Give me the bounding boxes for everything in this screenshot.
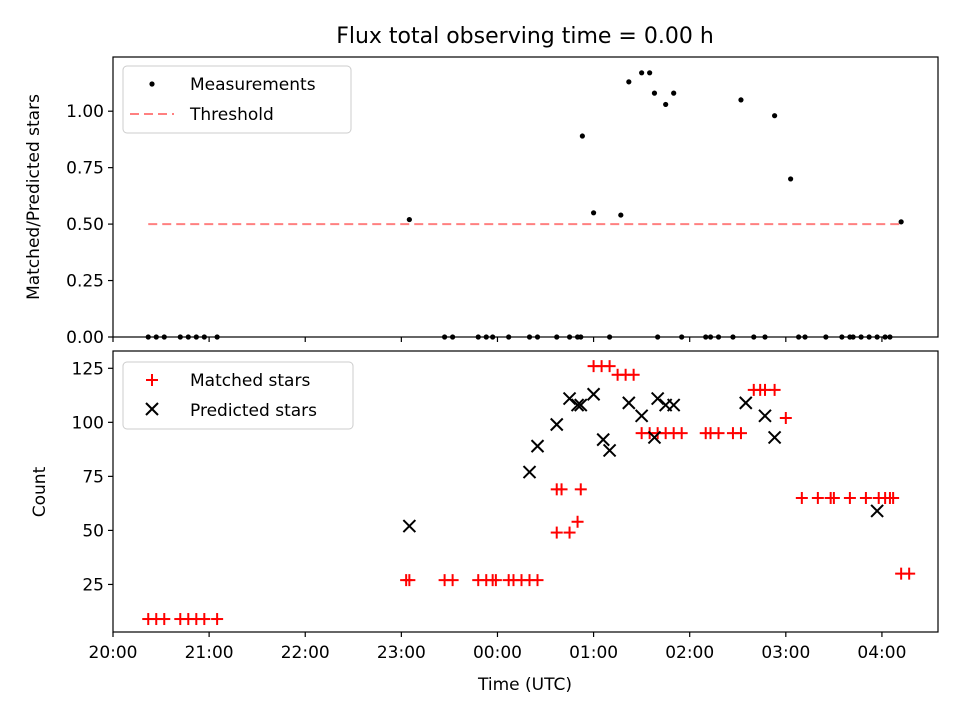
- bottom-y-axis-label: Count: [30, 466, 50, 517]
- legend-predicted-marker: [145, 402, 159, 416]
- predicted-star-point: [650, 391, 665, 406]
- top-y-tick-label: 0.25: [66, 272, 104, 292]
- legend-matched-label: Matched stars: [190, 371, 310, 391]
- matched-star-point: [859, 491, 872, 504]
- measurement-point: [406, 216, 412, 223]
- predicted-star-point: [530, 439, 545, 453]
- x-tick-label: 21:00: [185, 643, 234, 663]
- matched-star-point: [811, 491, 824, 504]
- matched-star-point: [563, 526, 576, 539]
- matched-star-point: [768, 383, 781, 396]
- matched-star-point: [603, 360, 616, 373]
- measurement-point: [590, 210, 597, 216]
- matched-star-point: [887, 491, 900, 504]
- top-y-tick-label: 1.00: [66, 102, 104, 122]
- predicted-star-point: [596, 432, 610, 447]
- bottom-panel: 25 50 75 100 125 20:00 21:00 22:00 23:00 00:00 01…: [30, 350, 939, 695]
- legend-matched-marker: [146, 374, 158, 386]
- x-tick-label: 23:00: [377, 643, 426, 663]
- x-tick-label: 02:00: [665, 643, 714, 663]
- x-tick-label: 01:00: [569, 643, 618, 663]
- matched-star-point: [198, 613, 211, 626]
- predicted-star-point: [739, 396, 753, 410]
- x-tick-label: 20:00: [89, 643, 138, 663]
- legend-predicted-label: Predicted stars: [190, 401, 317, 421]
- matched-star-point: [827, 491, 840, 504]
- predicted-star-point: [550, 417, 564, 432]
- predicted-star-point: [562, 391, 577, 406]
- matched-star-point: [795, 491, 808, 504]
- measurement-point: [671, 90, 677, 96]
- x-tick-label: 00:00: [473, 643, 522, 663]
- measurement-point: [647, 70, 653, 76]
- measurement-point: [898, 219, 904, 225]
- x-tick-label: 03:00: [761, 643, 810, 663]
- predicted-star-point: [402, 519, 417, 533]
- top-y-axis-label: Matched/Predicted stars: [24, 94, 44, 300]
- matched-star-point: [555, 483, 568, 496]
- measurement-point: [639, 70, 645, 76]
- measurement-point: [772, 113, 778, 119]
- measurement-point: [738, 97, 744, 103]
- matched-star-point: [903, 567, 916, 580]
- top-plot-frame: [112, 56, 939, 338]
- x-tick-label: 22:00: [281, 643, 330, 663]
- predicted-star-point: [634, 409, 649, 423]
- predicted-star-point: [647, 430, 662, 445]
- predicted-star-point: [870, 504, 884, 518]
- top-y-tick-label: 0.75: [66, 159, 104, 179]
- top-y-tick-label: 0.00: [66, 328, 104, 348]
- matched-star-point: [158, 613, 171, 626]
- matched-star-point: [211, 613, 224, 626]
- predicted-star-point: [522, 465, 537, 479]
- matched-star-point: [675, 427, 688, 440]
- measurement-point: [663, 101, 669, 108]
- legend-measurements-marker: [149, 81, 155, 87]
- matched-star-point: [779, 412, 792, 425]
- matched-star-point: [550, 526, 563, 539]
- bottom-plot-frame: [112, 350, 939, 633]
- matched-star-point: [571, 515, 584, 528]
- predicted-star-point: [622, 396, 636, 410]
- bottom-y-tick-label: 125: [72, 359, 104, 379]
- bottom-y-tick-label: 100: [72, 413, 104, 433]
- matched-star-point: [531, 574, 544, 587]
- top-legend-box: [122, 65, 352, 134]
- x-tick-label: 04:00: [857, 643, 906, 663]
- chart-title: Flux total observing time = 0.00 h: [336, 24, 714, 49]
- measurement-point: [579, 133, 585, 139]
- predicted-star-point: [570, 398, 585, 412]
- matched-star-point: [734, 427, 747, 440]
- predicted-star-point: [602, 443, 617, 458]
- legend-measurements-label: Measurements: [190, 75, 316, 95]
- bottom-y-tick-label: 25: [82, 575, 104, 595]
- top-legend: Measurements Threshold: [122, 65, 352, 134]
- predicted-star-point: [666, 398, 681, 412]
- matched-star-point: [489, 574, 502, 587]
- predicted-star-point: [758, 409, 772, 423]
- bottom-legend-box: [122, 361, 354, 430]
- predicted-star-point: [574, 398, 588, 412]
- measurement-point: [788, 176, 794, 182]
- top-y-tick-label: 0.50: [66, 215, 104, 235]
- legend-threshold-label: Threshold: [189, 105, 274, 125]
- predicted-star-point: [586, 387, 601, 401]
- top-panel: Flux total observing time = 0.00 h 0.00 0…: [24, 24, 939, 348]
- matched-star-point: [574, 483, 587, 496]
- matched-star-point: [400, 574, 413, 587]
- predicted-star-point: [767, 430, 782, 445]
- matched-star-point: [712, 427, 725, 440]
- matched-star-point: [627, 368, 640, 381]
- bottom-legend: Matched stars Predicted stars: [122, 361, 354, 430]
- bottom-y-tick-label: 75: [82, 467, 104, 487]
- bottom-y-tick-label: 50: [82, 521, 104, 541]
- measurement-point: [651, 90, 658, 96]
- matched-star-point: [446, 574, 459, 587]
- measurement-point: [618, 212, 624, 218]
- measurement-point: [626, 79, 632, 85]
- x-axis-label: Time (UTC): [477, 675, 572, 695]
- matched-star-point: [843, 491, 856, 504]
